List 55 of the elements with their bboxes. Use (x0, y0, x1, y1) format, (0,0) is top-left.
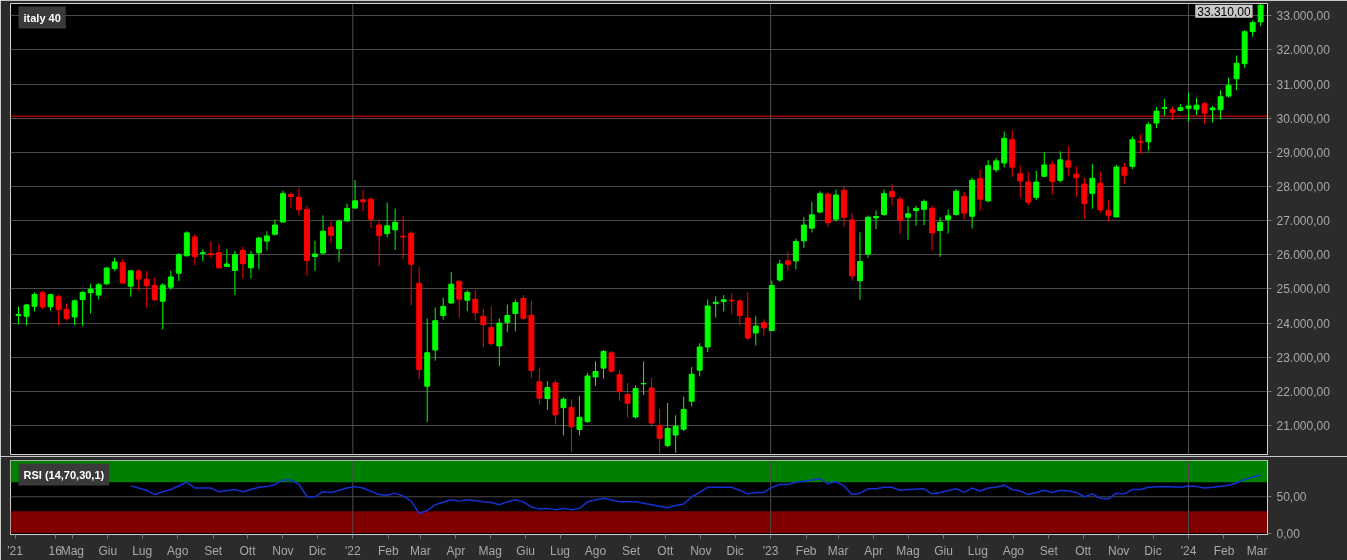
x-tick-label: Feb (377, 543, 399, 558)
x-tick-label: Nov (1108, 543, 1130, 558)
x-tick-label: Mar (827, 543, 849, 558)
y-tick-label: 31.000,00 (1276, 77, 1331, 92)
y-tick-label: 28.000,00 (1276, 179, 1331, 194)
x-tick-label: Ago (166, 543, 189, 558)
x-tick-label: Lug (967, 543, 988, 558)
y-tick-label: 29.000,00 (1276, 145, 1331, 160)
x-tick-label: Mag (478, 543, 502, 558)
x-tick-label: '21 (7, 543, 24, 558)
x-tick-label: Lug (132, 543, 153, 558)
x-tick-label: '24 (1180, 543, 1197, 558)
x-tick-label: Set (204, 543, 223, 558)
x-tick-label: Set (621, 543, 641, 558)
x-tick-label: Set (1039, 543, 1059, 558)
y-tick-label: 0,00 (1276, 526, 1301, 541)
x-tick-label: Giu (98, 543, 118, 558)
x-tick-label: Ott (1075, 543, 1092, 558)
x-tick-label: Nov (272, 543, 294, 558)
y-tick-label: 23.000,00 (1276, 350, 1331, 365)
y-tick-label: 33.000,00 (1276, 9, 1331, 24)
x-tick-label: Giu (516, 543, 536, 558)
y-tick-label: 22.000,00 (1276, 384, 1331, 399)
text: italy 40 (23, 11, 61, 24)
x-tick-label: Feb (795, 543, 817, 558)
x-tick-label: Mag (60, 543, 84, 558)
x-tick-label: Ago (584, 543, 607, 558)
x-tick-label: '23 (762, 543, 779, 558)
y-tick-label: 32.000,00 (1276, 43, 1331, 58)
x-tick-label: '22 (344, 543, 361, 558)
x-tick-label: Giu (934, 543, 953, 558)
y-tick-label: 27.000,00 (1276, 214, 1331, 229)
text: RSI (14,70,30,1) (23, 468, 105, 481)
y-tick-label: 24.000,00 (1276, 316, 1331, 331)
x-tick-label: Apr (864, 543, 884, 558)
x-tick-label: Ott (657, 543, 674, 558)
x-tick-label: Mar (1246, 543, 1268, 558)
x-tick-label: 16 (48, 543, 63, 558)
x-tick-label: Mag (896, 543, 920, 558)
y-tick-label: 50,00 (1276, 490, 1307, 505)
y-tick-label: 25.000,00 (1276, 282, 1331, 297)
y-tick-label: 30.000,00 (1276, 111, 1331, 126)
x-tick-label: Ago (1002, 543, 1025, 558)
x-tick-label: Nov (690, 543, 712, 558)
y-tick-label: 26.000,00 (1276, 248, 1331, 263)
annotation: 33.310,00 (1197, 4, 1251, 19)
x-tick-label: Lug (550, 543, 571, 558)
x-tick-label: Feb (1213, 543, 1235, 558)
x-tick-label: Dic (308, 543, 326, 558)
y-tick-label: 21.000,00 (1276, 418, 1331, 433)
x-tick-label: Apr (446, 543, 466, 558)
x-tick-label: Mar (410, 543, 431, 558)
x-tick-label: Dic (726, 543, 744, 558)
x-tick-label: Dic (1144, 543, 1162, 558)
x-tick-label: Ott (239, 543, 257, 558)
